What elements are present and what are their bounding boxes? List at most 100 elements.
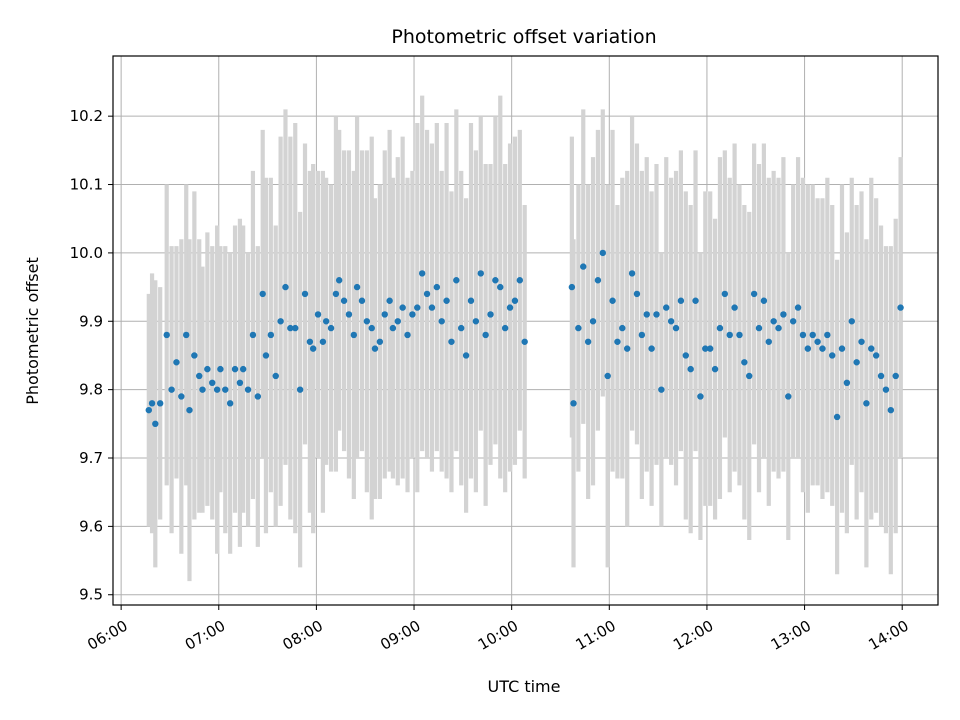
data-point [619,324,626,332]
x-tick-label: 07:00 [182,617,228,654]
data-point [199,386,206,393]
data-point [492,277,499,284]
y-axis-title: Photometric offset [23,257,42,405]
data-point [501,324,509,332]
data-point [272,372,279,380]
data-point [394,318,401,325]
data-point [653,311,660,318]
data-point [487,311,494,318]
data-point [306,338,314,345]
data-point [638,331,646,339]
data-point [259,290,266,298]
data-point [404,331,411,339]
data-point [789,318,797,325]
data-point [687,365,694,373]
data-point [568,283,576,291]
data-point [345,311,353,318]
y-tick-label: 9.7 [79,449,103,467]
data-point [236,379,244,387]
x-tick-label: 10:00 [475,617,521,654]
data-point [191,352,198,359]
data-point [443,297,450,304]
data-point [663,304,670,311]
data-point [163,331,170,339]
data-point [309,345,317,352]
data-point [584,338,592,345]
data-point [863,400,870,407]
data-point [414,304,421,311]
data-point [145,406,152,414]
data-point [314,311,322,318]
data-point [467,297,475,304]
data-point [809,331,816,339]
data-point [231,365,239,373]
data-point [785,393,792,400]
data-point [702,345,709,352]
data-point [614,338,621,345]
data-point [780,311,787,318]
data-point [292,324,299,332]
data-point [249,331,257,339]
data-point [804,345,812,352]
data-point [746,372,753,380]
data-point [438,318,445,325]
data-point [217,365,224,373]
data-point [423,290,431,298]
data-point [152,420,159,428]
data-point [838,345,846,352]
data-point [319,338,327,345]
data-point [677,297,685,304]
data-point [848,318,855,325]
data-point [332,290,340,298]
data-point [799,331,807,339]
data-point [262,352,270,359]
data-point [428,304,436,311]
data-point [736,331,743,339]
data-point [775,324,782,332]
data-point [741,359,748,366]
data-point [183,331,190,339]
data-point [399,304,406,311]
data-point [389,324,397,332]
data-point [853,359,860,366]
data-point [458,324,465,332]
y-tick-label: 9.5 [79,586,103,604]
data-point [482,331,489,339]
data-point [624,345,631,352]
chart-title: Photometric offset variation [391,26,656,48]
data-point [204,365,211,373]
data-point [222,386,229,393]
data-point [648,345,655,352]
x-axis-ticks: 06:00 07:00 08:00 09:00 10:00 11:00 12:00 13:00… [84,605,912,654]
data-point [516,277,524,284]
data-point [239,365,247,373]
data-point [418,270,426,277]
data-point [358,297,366,304]
data-point [156,400,164,407]
data-point [340,297,348,304]
data-point [760,297,768,304]
data-point [711,365,719,373]
data-point [819,345,826,352]
data-point [353,283,361,291]
data-point [244,386,252,393]
data-points [145,249,904,428]
x-axis-title: UTC time [488,677,561,696]
data-point [667,318,675,325]
data-point [706,345,714,352]
x-tick-label: 13:00 [768,617,814,654]
data-point [213,386,221,393]
data-point [226,400,234,407]
data-point [794,304,802,311]
data-point [472,318,480,325]
data-point [697,393,704,400]
data-point [755,324,763,332]
y-tick-label: 9.6 [79,517,103,535]
data-point [868,345,875,352]
data-point [168,386,175,393]
data-point [368,324,375,332]
data-point [721,290,729,298]
x-tick-label: 11:00 [572,617,618,654]
plot-area-frame [112,55,939,606]
data-point [814,338,821,345]
